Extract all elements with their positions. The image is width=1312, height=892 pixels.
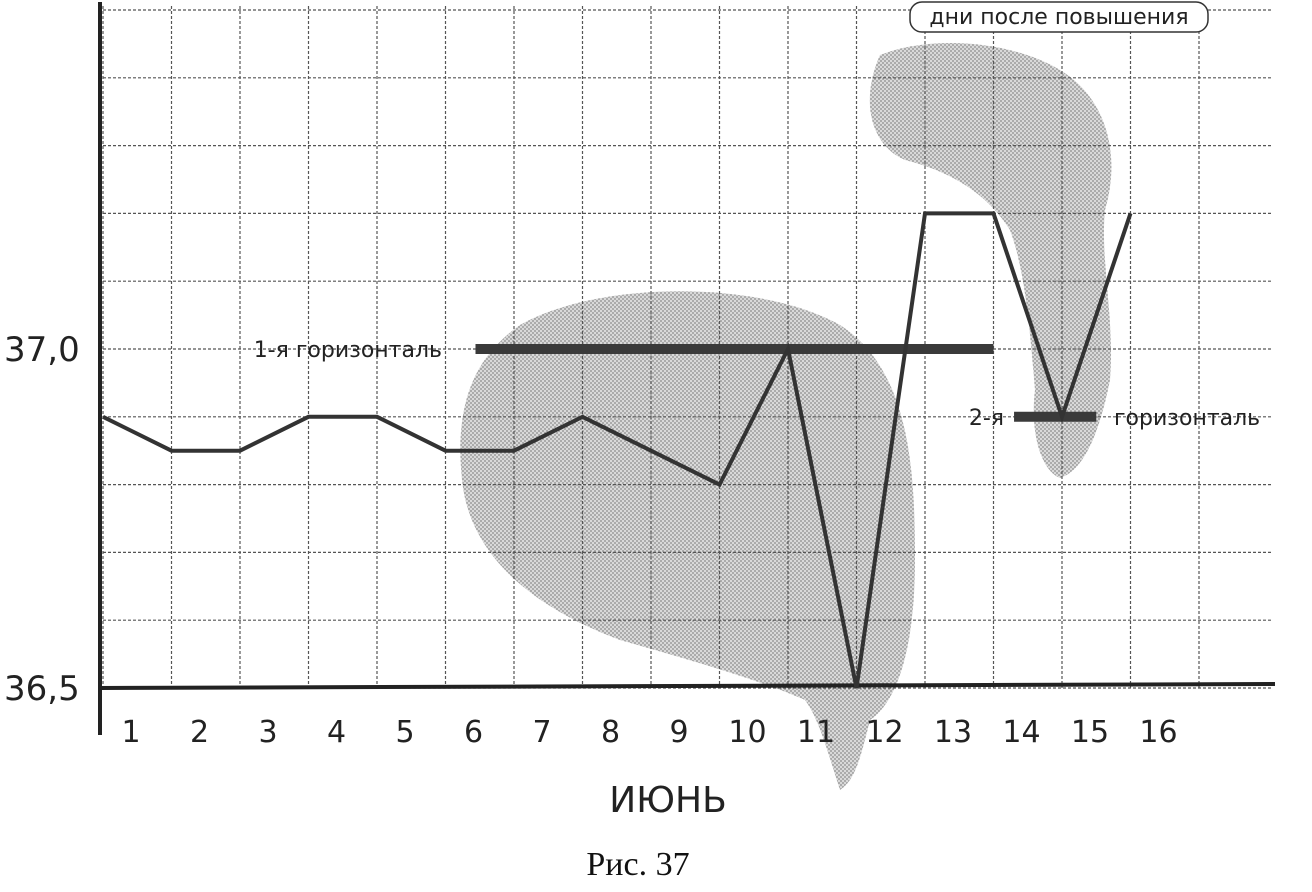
figure-caption: Рис. 37 <box>586 846 689 883</box>
x-tick-label: 11 <box>797 715 835 750</box>
series <box>102 211 1133 689</box>
x-tick-label: 14 <box>1002 715 1040 750</box>
second-horizontal-label-left: 2-я <box>969 406 1004 431</box>
x-tick-label: 12 <box>865 715 903 750</box>
y-tick-labels: 36,5 37,0 <box>4 330 80 709</box>
second-horizontal-label-right: горизонталь <box>1114 406 1260 431</box>
y-tick-label: 37,0 <box>4 330 80 370</box>
x-tick-label: 10 <box>728 715 766 750</box>
x-tick-label: 5 <box>395 715 414 750</box>
x-tick-label: 3 <box>258 715 277 750</box>
x-tick-label: 7 <box>532 715 551 750</box>
x-tick-labels: 1 2 3 4 5 6 7 8 9 10 11 12 13 14 15 16 <box>121 715 1177 750</box>
x-tick-label: 2 <box>190 715 209 750</box>
x-tick-label: 15 <box>1071 715 1109 750</box>
axes <box>98 2 1276 735</box>
x-tick-label: 4 <box>327 715 346 750</box>
annotations: 1-я горизонталь 2-я горизонталь дни после п… <box>254 1 1260 431</box>
x-tick-label: 8 <box>601 715 620 750</box>
temperature-line <box>102 211 1133 689</box>
x-axis-title: ИЮНЬ <box>609 780 727 821</box>
x-axis-line <box>99 682 1276 690</box>
x-tick-label: 9 <box>669 715 688 750</box>
shaded-region-right <box>869 43 1112 478</box>
y-tick-label: 36,5 <box>4 669 80 709</box>
x-tick-label: 13 <box>934 715 972 750</box>
first-horizontal-label: 1-я горизонталь <box>254 338 442 363</box>
x-tick-label: 1 <box>121 715 140 750</box>
x-tick-label: 6 <box>464 715 483 750</box>
x-tick-label: 16 <box>1139 715 1177 750</box>
days-after-rise-label: дни после повышения <box>929 5 1188 30</box>
annotation-box <box>909 1 1209 33</box>
